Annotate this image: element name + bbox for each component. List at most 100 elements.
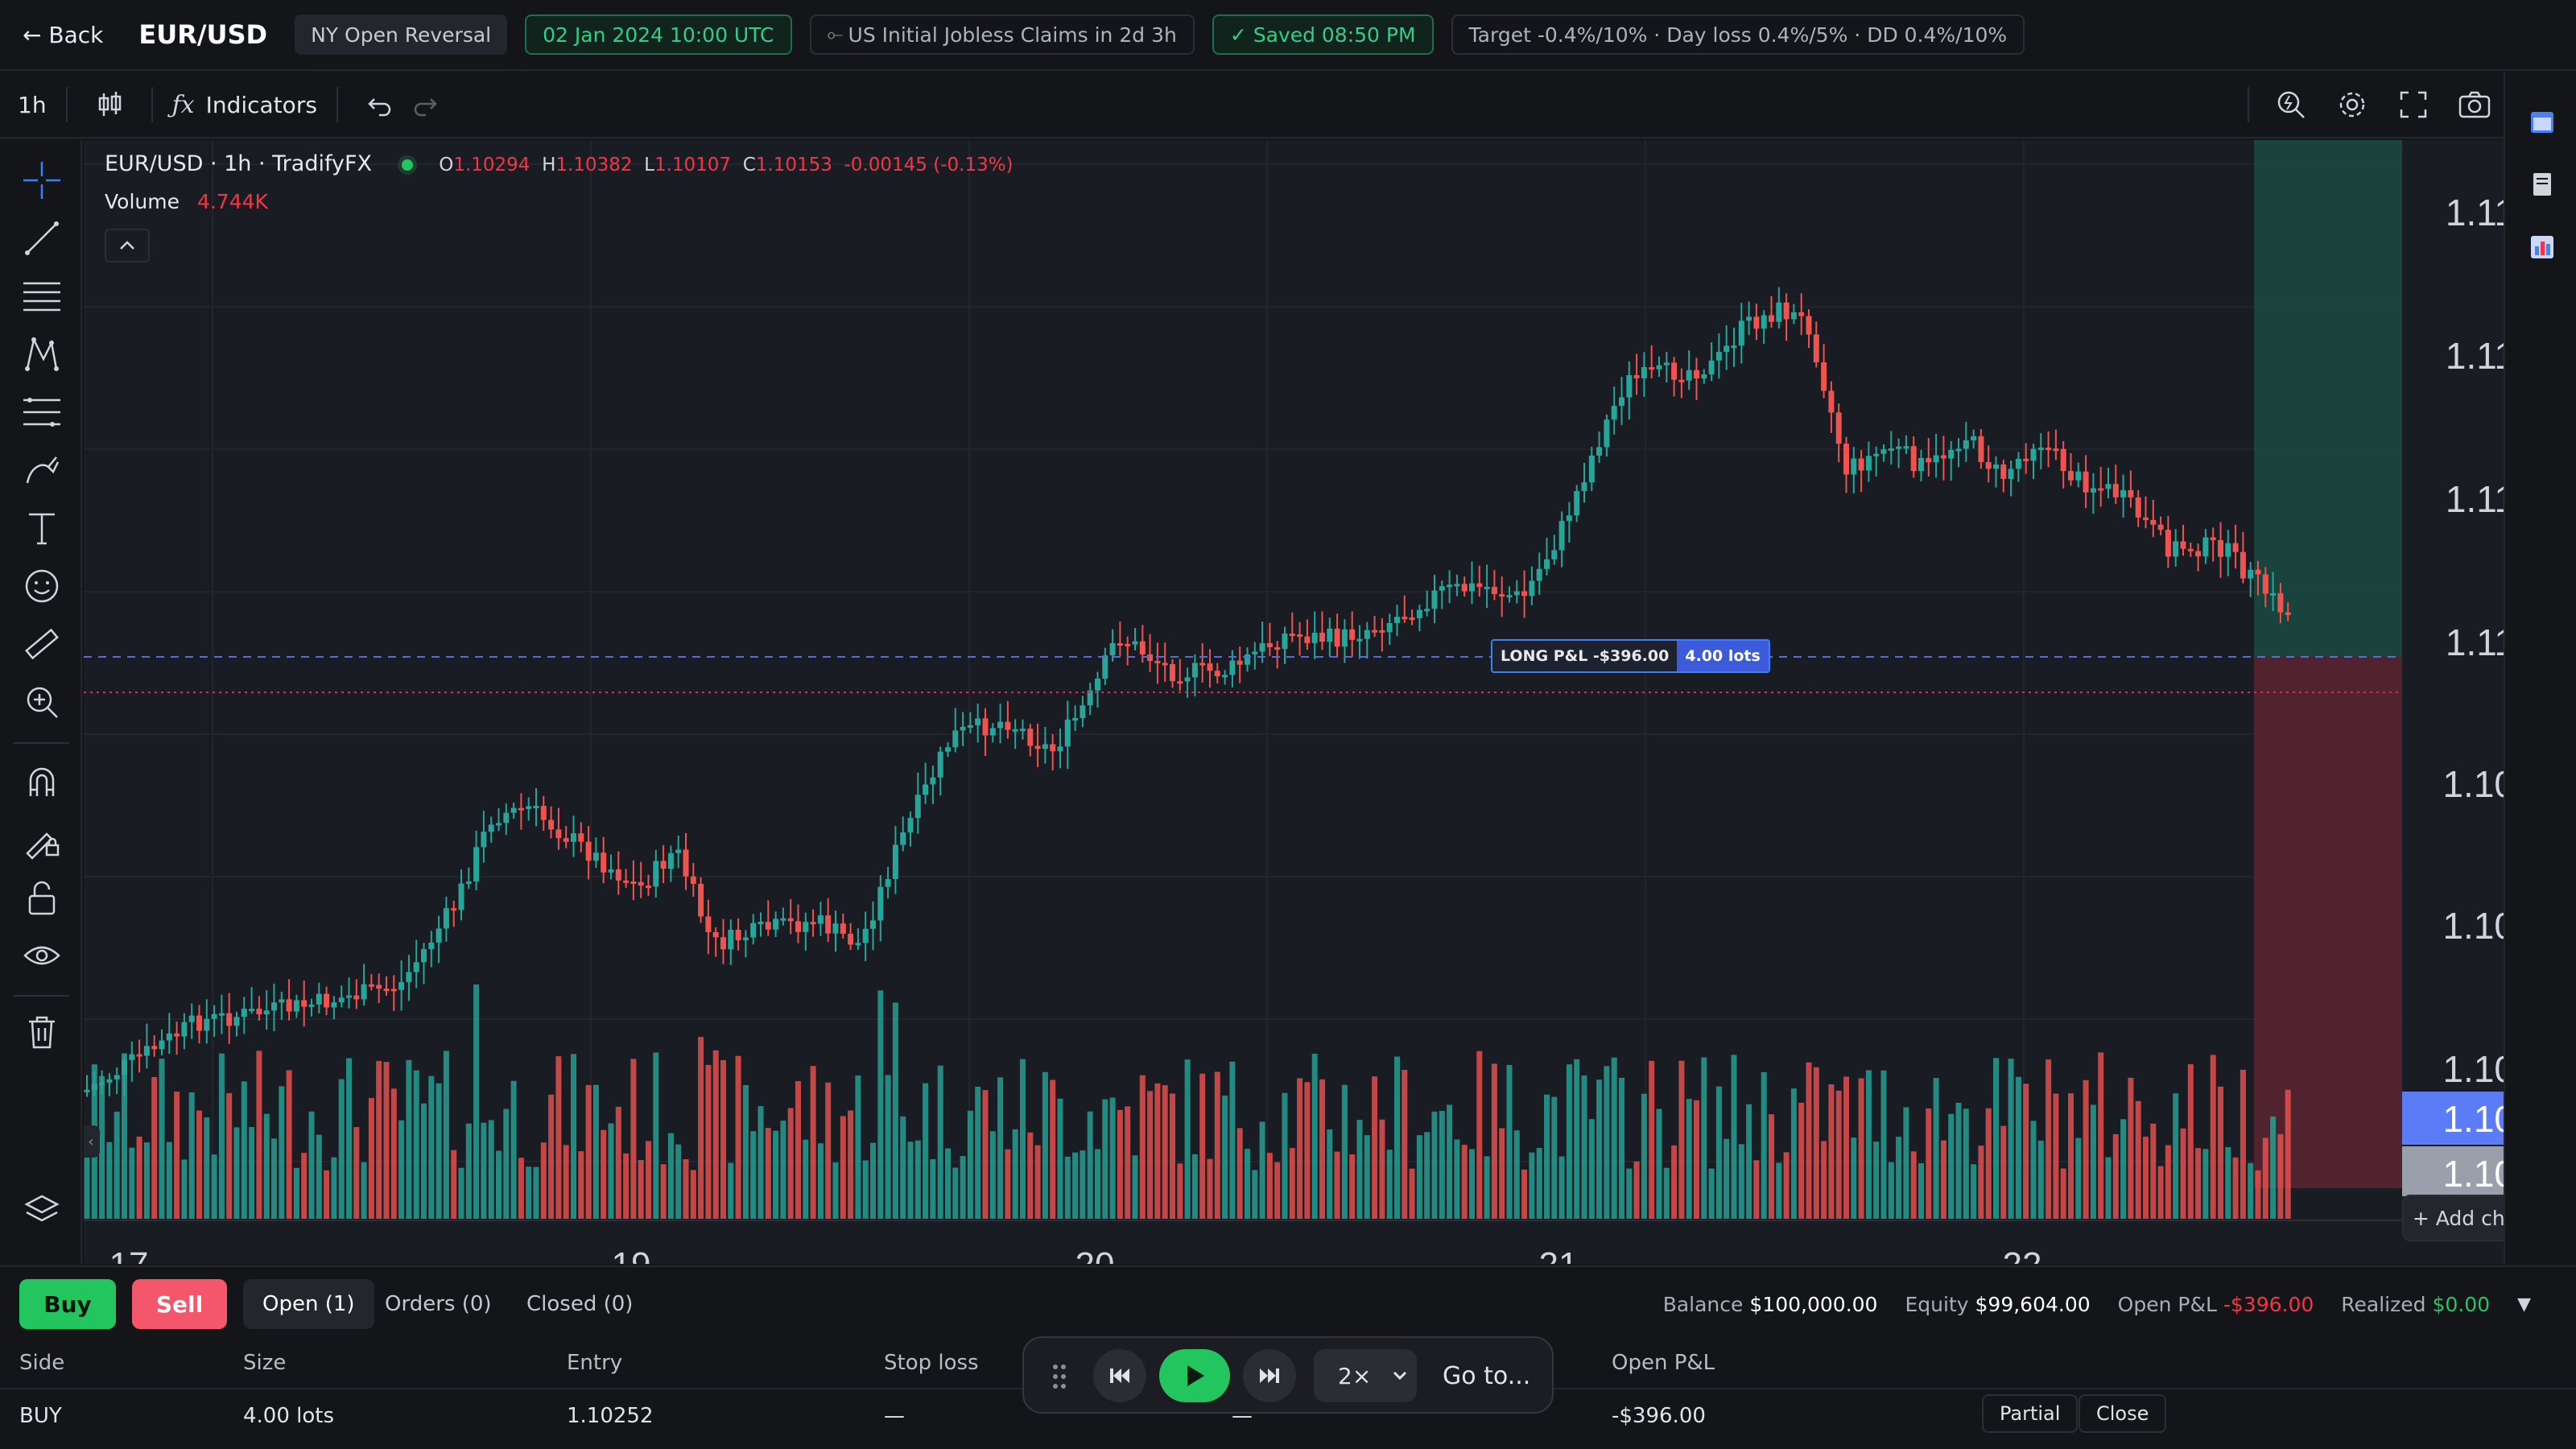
stop-loss-zone — [2254, 657, 2402, 1188]
chart-toolbar: 1h ƒx Indicators — [0, 72, 2504, 138]
back-button[interactable]: ← Back — [23, 21, 104, 48]
redo-icon[interactable] — [402, 82, 448, 127]
volume-bar — [2135, 1100, 2141, 1219]
interval-selector[interactable]: 1h — [18, 91, 47, 118]
candle-body — [667, 852, 674, 869]
indicators-button[interactable]: ƒx Indicators — [172, 91, 317, 119]
candle-body — [698, 883, 704, 917]
volume-bar — [2075, 1137, 2082, 1219]
sell-button[interactable]: Sell — [132, 1279, 227, 1329]
buy-button[interactable]: Buy — [19, 1279, 116, 1329]
tab-orders[interactable]: Orders (0) — [385, 1292, 492, 1316]
candle-body — [181, 1022, 188, 1037]
text-tool-icon[interactable] — [18, 504, 66, 552]
balance-value: $100,000.00 — [1749, 1292, 1878, 1316]
candle-body — [1027, 729, 1034, 746]
replay-datetime-badge[interactable]: 02 Jan 2024 10:00 UTC — [525, 14, 792, 55]
volume-bar — [1753, 1160, 1760, 1219]
toolbar-divider — [65, 87, 68, 122]
step-forward-button[interactable] — [1243, 1349, 1296, 1402]
magnet-icon[interactable] — [18, 758, 66, 807]
tab-closed[interactable]: Closed (0) — [526, 1292, 634, 1316]
candle-body — [1910, 446, 1917, 472]
play-button[interactable] — [1159, 1349, 1230, 1402]
lock-drawing-icon[interactable] — [18, 816, 66, 865]
economic-event-badge[interactable]: ⟜ US Initial Jobless Claims in 2d 3h — [809, 14, 1195, 55]
chevron-down-icon[interactable]: ▼ — [2517, 1294, 2531, 1315]
gear-icon[interactable] — [2330, 82, 2375, 127]
candle-body — [2157, 524, 2164, 530]
volume-bar — [2225, 1146, 2231, 1219]
volume-bar — [825, 1082, 832, 1219]
volume-bar — [975, 1086, 981, 1219]
zoom-in-icon[interactable] — [18, 678, 66, 726]
volume-bar — [1386, 1150, 1393, 1219]
candle-body — [1274, 647, 1281, 650]
volume-bar — [623, 1153, 630, 1219]
unlock-icon[interactable] — [18, 874, 66, 923]
volume-bar — [481, 1122, 487, 1219]
candle-type-icon[interactable] — [87, 82, 132, 127]
skip-back-icon — [1110, 1368, 1129, 1383]
candle-body — [1619, 397, 1624, 407]
volume-bar — [1139, 1075, 1146, 1219]
horizontal-lines-icon[interactable] — [18, 272, 66, 320]
fullscreen-icon[interactable] — [2391, 82, 2436, 127]
volume-bar — [2053, 1093, 2059, 1219]
candle-body — [533, 806, 539, 809]
candle-body — [712, 932, 719, 938]
volume-bar — [233, 1127, 240, 1219]
volume-bar — [1821, 1141, 1827, 1219]
pattern-icon[interactable] — [18, 330, 66, 378]
volume-bar — [667, 1133, 674, 1219]
drag-handle-icon[interactable] — [1051, 1362, 1067, 1391]
volume-value: 4.744K — [196, 190, 268, 213]
candle-body — [256, 1009, 262, 1015]
volume-bar — [1229, 1061, 1236, 1219]
notes-icon[interactable] — [2529, 171, 2556, 198]
trend-line-icon[interactable] — [18, 214, 66, 262]
scroll-left-handle[interactable]: ‹ — [84, 1125, 100, 1158]
partial-close-button[interactable]: Partial — [1982, 1394, 2079, 1433]
volume-bar — [758, 1106, 764, 1219]
add-chart-button[interactable]: + Add chart — [2402, 1195, 2504, 1241]
collapse-legend-button[interactable] — [105, 229, 150, 262]
eye-icon[interactable] — [18, 932, 66, 980]
ruler-icon[interactable] — [18, 620, 66, 668]
candle-body — [638, 881, 644, 886]
candle-body — [810, 922, 816, 925]
undo-icon[interactable] — [357, 82, 402, 127]
price-axis-label: 1.10 — [2442, 905, 2504, 947]
volume-bar — [331, 1157, 337, 1219]
speed-selector[interactable]: 2× — [1314, 1349, 1417, 1402]
goto-button[interactable]: Go to... — [1443, 1361, 1531, 1390]
emoji-icon[interactable] — [18, 562, 66, 610]
tab-open-positions[interactable]: Open (1) — [243, 1279, 374, 1329]
candle-body — [1985, 462, 1992, 469]
stats-icon[interactable] — [2529, 233, 2556, 261]
price-chart[interactable]: 1.11 1.11 1.11 1.11 1.10 1.10 1.10 1.10 1.10 17 19… — [84, 140, 2504, 1264]
crosshair-icon[interactable] — [18, 156, 66, 204]
fib-levels-icon[interactable] — [18, 388, 66, 436]
strategy-badge[interactable]: NY Open Reversal — [295, 14, 508, 55]
calendar-icon[interactable] — [2529, 108, 2556, 135]
close-position-button[interactable]: Close — [2079, 1394, 2167, 1433]
trash-icon[interactable] — [18, 1008, 66, 1056]
position-pnl-label[interactable]: LONG P&L -$396.00 4.00 lots — [1491, 639, 1770, 673]
quick-search-icon[interactable] — [2268, 82, 2314, 127]
camera-icon[interactable] — [2452, 82, 2497, 127]
volume-bar — [316, 1134, 322, 1219]
brush-icon[interactable] — [18, 446, 66, 494]
candle-body — [623, 880, 630, 883]
volume-bar — [1297, 1078, 1303, 1219]
volume-bar — [1259, 1121, 1265, 1219]
volume-bar — [286, 1070, 292, 1219]
step-back-button[interactable] — [1093, 1349, 1146, 1402]
volume-bar — [930, 1158, 936, 1219]
candle-body — [1596, 447, 1603, 456]
volume-bar — [989, 1131, 996, 1219]
layers-icon[interactable] — [18, 1187, 66, 1235]
chart-canvas[interactable]: 1.11 1.11 1.11 1.11 1.10 1.10 1.10 1.10 1.10 17 19… — [84, 140, 2504, 1264]
volume-bar — [555, 1056, 562, 1219]
time-axis-label: 21 — [1539, 1245, 1579, 1264]
